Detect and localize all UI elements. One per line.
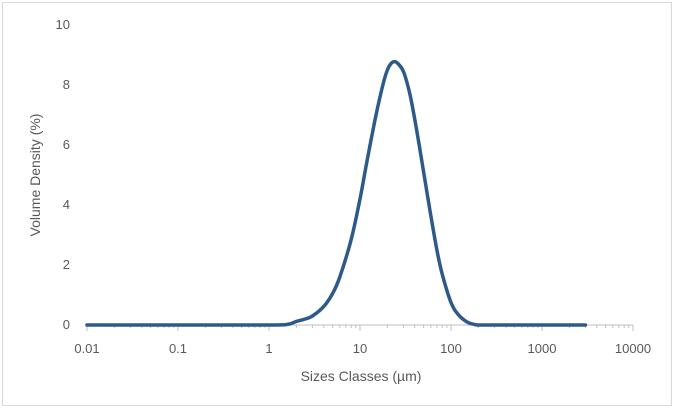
x-tick-label: 0.1 [169, 341, 187, 356]
y-tick-label: 6 [63, 137, 70, 152]
series-layer [85, 59, 588, 327]
axes: 0.01 0.1 1 10 100 1000 10000 0 2 4 6 8 10 [56, 17, 652, 356]
y-tick-label: 2 [63, 257, 70, 272]
y-tick-label: 10 [56, 17, 70, 32]
x-tick-label: 0.01 [74, 341, 99, 356]
x-tick-label: 1000 [528, 341, 557, 356]
y-tick-label: 8 [63, 77, 70, 92]
y-tick-label: 0 [63, 317, 70, 332]
series-line [85, 59, 588, 327]
x-axis-title: Sizes Classes (µm) [301, 368, 422, 384]
x-tick-label: 10000 [615, 341, 651, 356]
x-tick-label: 100 [440, 341, 462, 356]
x-tick-label: 10 [353, 341, 367, 356]
chart-frame [2, 2, 672, 406]
y-axis-title: Volume Density (%) [27, 114, 43, 237]
x-tick-label: 1 [265, 341, 272, 356]
y-tick-label: 4 [63, 197, 70, 212]
